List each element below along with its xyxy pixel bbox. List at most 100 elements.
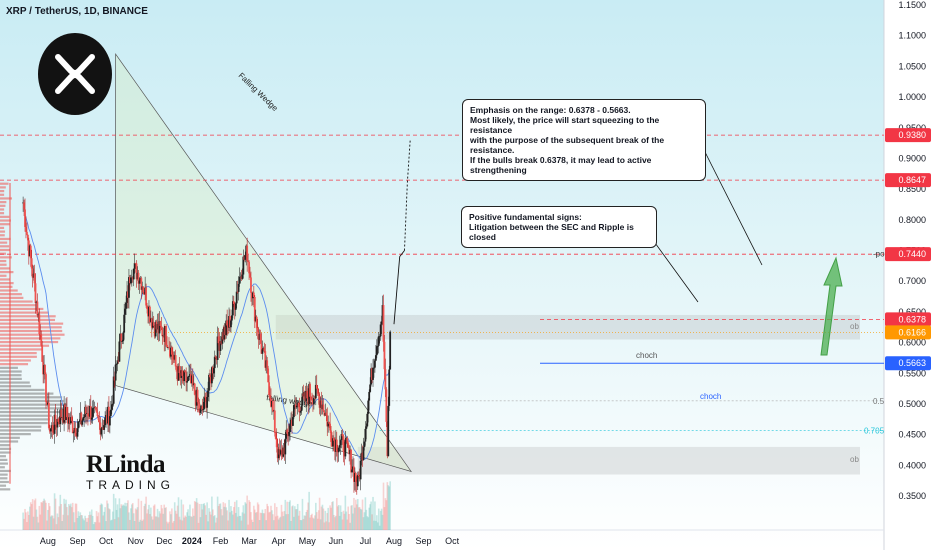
volume-bar bbox=[356, 499, 359, 530]
volume-profile-bar bbox=[0, 462, 8, 465]
candle-body bbox=[315, 384, 318, 389]
candle-body bbox=[370, 368, 373, 385]
volume-bar bbox=[242, 505, 245, 530]
candle-body bbox=[66, 407, 68, 418]
volume-profile-bar bbox=[0, 392, 54, 395]
volume-profile-bar bbox=[0, 333, 65, 336]
candle-body bbox=[180, 370, 183, 378]
volume-bar bbox=[159, 513, 162, 530]
volume-bar bbox=[168, 521, 170, 530]
fundamental-note: Positive fundamental signs: Litigation b… bbox=[461, 206, 657, 248]
candle-body bbox=[212, 368, 215, 374]
candle-body bbox=[50, 425, 53, 429]
price-level-badge-label: 0.7440 bbox=[898, 249, 926, 259]
volume-profile-bar bbox=[0, 396, 63, 399]
volume-bar bbox=[151, 519, 154, 530]
volume-bar bbox=[173, 502, 176, 530]
price-level-badge-label: 0.8647 bbox=[898, 175, 926, 185]
candle-body bbox=[88, 406, 91, 417]
candle-body bbox=[194, 394, 197, 406]
candle-body bbox=[253, 296, 256, 322]
candle-body bbox=[310, 396, 312, 400]
volume-bar bbox=[336, 506, 339, 530]
time-tick-label: Mar bbox=[241, 536, 257, 546]
candle-body bbox=[143, 292, 146, 295]
volume-bar bbox=[227, 520, 229, 530]
volume-bar bbox=[188, 515, 190, 530]
volume-bar bbox=[132, 513, 135, 530]
volume-profile-bar bbox=[0, 381, 30, 384]
brand-logo: RLinda TRADING bbox=[86, 452, 175, 493]
volume-bar bbox=[30, 504, 33, 530]
volume-bar bbox=[56, 513, 59, 530]
candle-body bbox=[368, 391, 371, 401]
candle-body bbox=[303, 392, 306, 397]
ob-zone-lower bbox=[357, 446, 860, 475]
volume-bar bbox=[189, 504, 191, 530]
volume-bar bbox=[29, 502, 32, 530]
volume-bar bbox=[220, 509, 223, 530]
volume-bar bbox=[46, 520, 48, 530]
candle-body bbox=[74, 427, 77, 436]
candle-body bbox=[82, 417, 85, 421]
volume-bar bbox=[271, 510, 273, 530]
candle-body bbox=[42, 361, 45, 375]
volume-bar bbox=[35, 509, 38, 530]
volume-bar bbox=[305, 512, 308, 530]
volume-bar bbox=[191, 516, 193, 530]
volume-profile-bar bbox=[0, 289, 18, 292]
volume-bar bbox=[327, 507, 330, 530]
candle-body bbox=[361, 452, 364, 461]
candle-body bbox=[51, 425, 54, 433]
volume-bar bbox=[118, 498, 121, 530]
candle-body bbox=[33, 273, 36, 284]
volume-bar bbox=[158, 511, 161, 530]
candle-body bbox=[302, 393, 305, 397]
volume-bar bbox=[206, 502, 208, 530]
volume-bar bbox=[39, 514, 42, 530]
volume-bar bbox=[246, 495, 248, 530]
volume-profile-bar bbox=[0, 433, 31, 436]
candle-body bbox=[202, 408, 205, 411]
volume-bar bbox=[129, 519, 131, 530]
candle-body bbox=[277, 449, 280, 459]
volume-bar bbox=[269, 511, 271, 530]
volume-profile-bar bbox=[0, 480, 9, 484]
range-note-line: Emphasis on the range: 0.6378 - 0.5663. bbox=[470, 105, 631, 115]
candle-body bbox=[26, 231, 28, 235]
volume-bar bbox=[171, 508, 173, 530]
candle-body bbox=[164, 326, 167, 342]
volume-bar bbox=[343, 513, 346, 530]
candle-body bbox=[155, 321, 158, 330]
volume-bar bbox=[187, 509, 189, 530]
volume-bar bbox=[156, 508, 159, 530]
volume-bar bbox=[92, 524, 95, 530]
candle-body bbox=[372, 367, 374, 380]
volume-bar bbox=[55, 524, 58, 530]
range-note-line: Most likely, the price will start squeez… bbox=[470, 115, 660, 135]
volume-bar bbox=[90, 509, 93, 530]
candle-body bbox=[169, 347, 171, 357]
candle-body bbox=[45, 374, 47, 403]
candle-body bbox=[130, 277, 133, 279]
candle-body bbox=[187, 377, 189, 382]
candle-body bbox=[27, 240, 30, 257]
volume-profile-bar bbox=[0, 304, 36, 307]
candle-body bbox=[214, 356, 217, 358]
candle-body bbox=[79, 412, 82, 422]
price-tick-label: 0.6500 bbox=[898, 307, 926, 317]
volume-bar bbox=[229, 512, 231, 530]
price-tick-label: 0.8500 bbox=[898, 184, 926, 194]
volume-bar bbox=[182, 504, 185, 530]
price-axis-background bbox=[884, 0, 932, 550]
volume-bar bbox=[130, 508, 132, 530]
candle-body bbox=[360, 452, 363, 461]
bullish-arrow bbox=[820, 256, 843, 356]
candle-body bbox=[83, 416, 86, 418]
price-tick-label: 0.9500 bbox=[898, 123, 926, 133]
volume-bar bbox=[322, 508, 325, 530]
volume-bar bbox=[211, 496, 213, 530]
candle-body bbox=[131, 277, 134, 280]
volume-bar bbox=[235, 500, 238, 530]
